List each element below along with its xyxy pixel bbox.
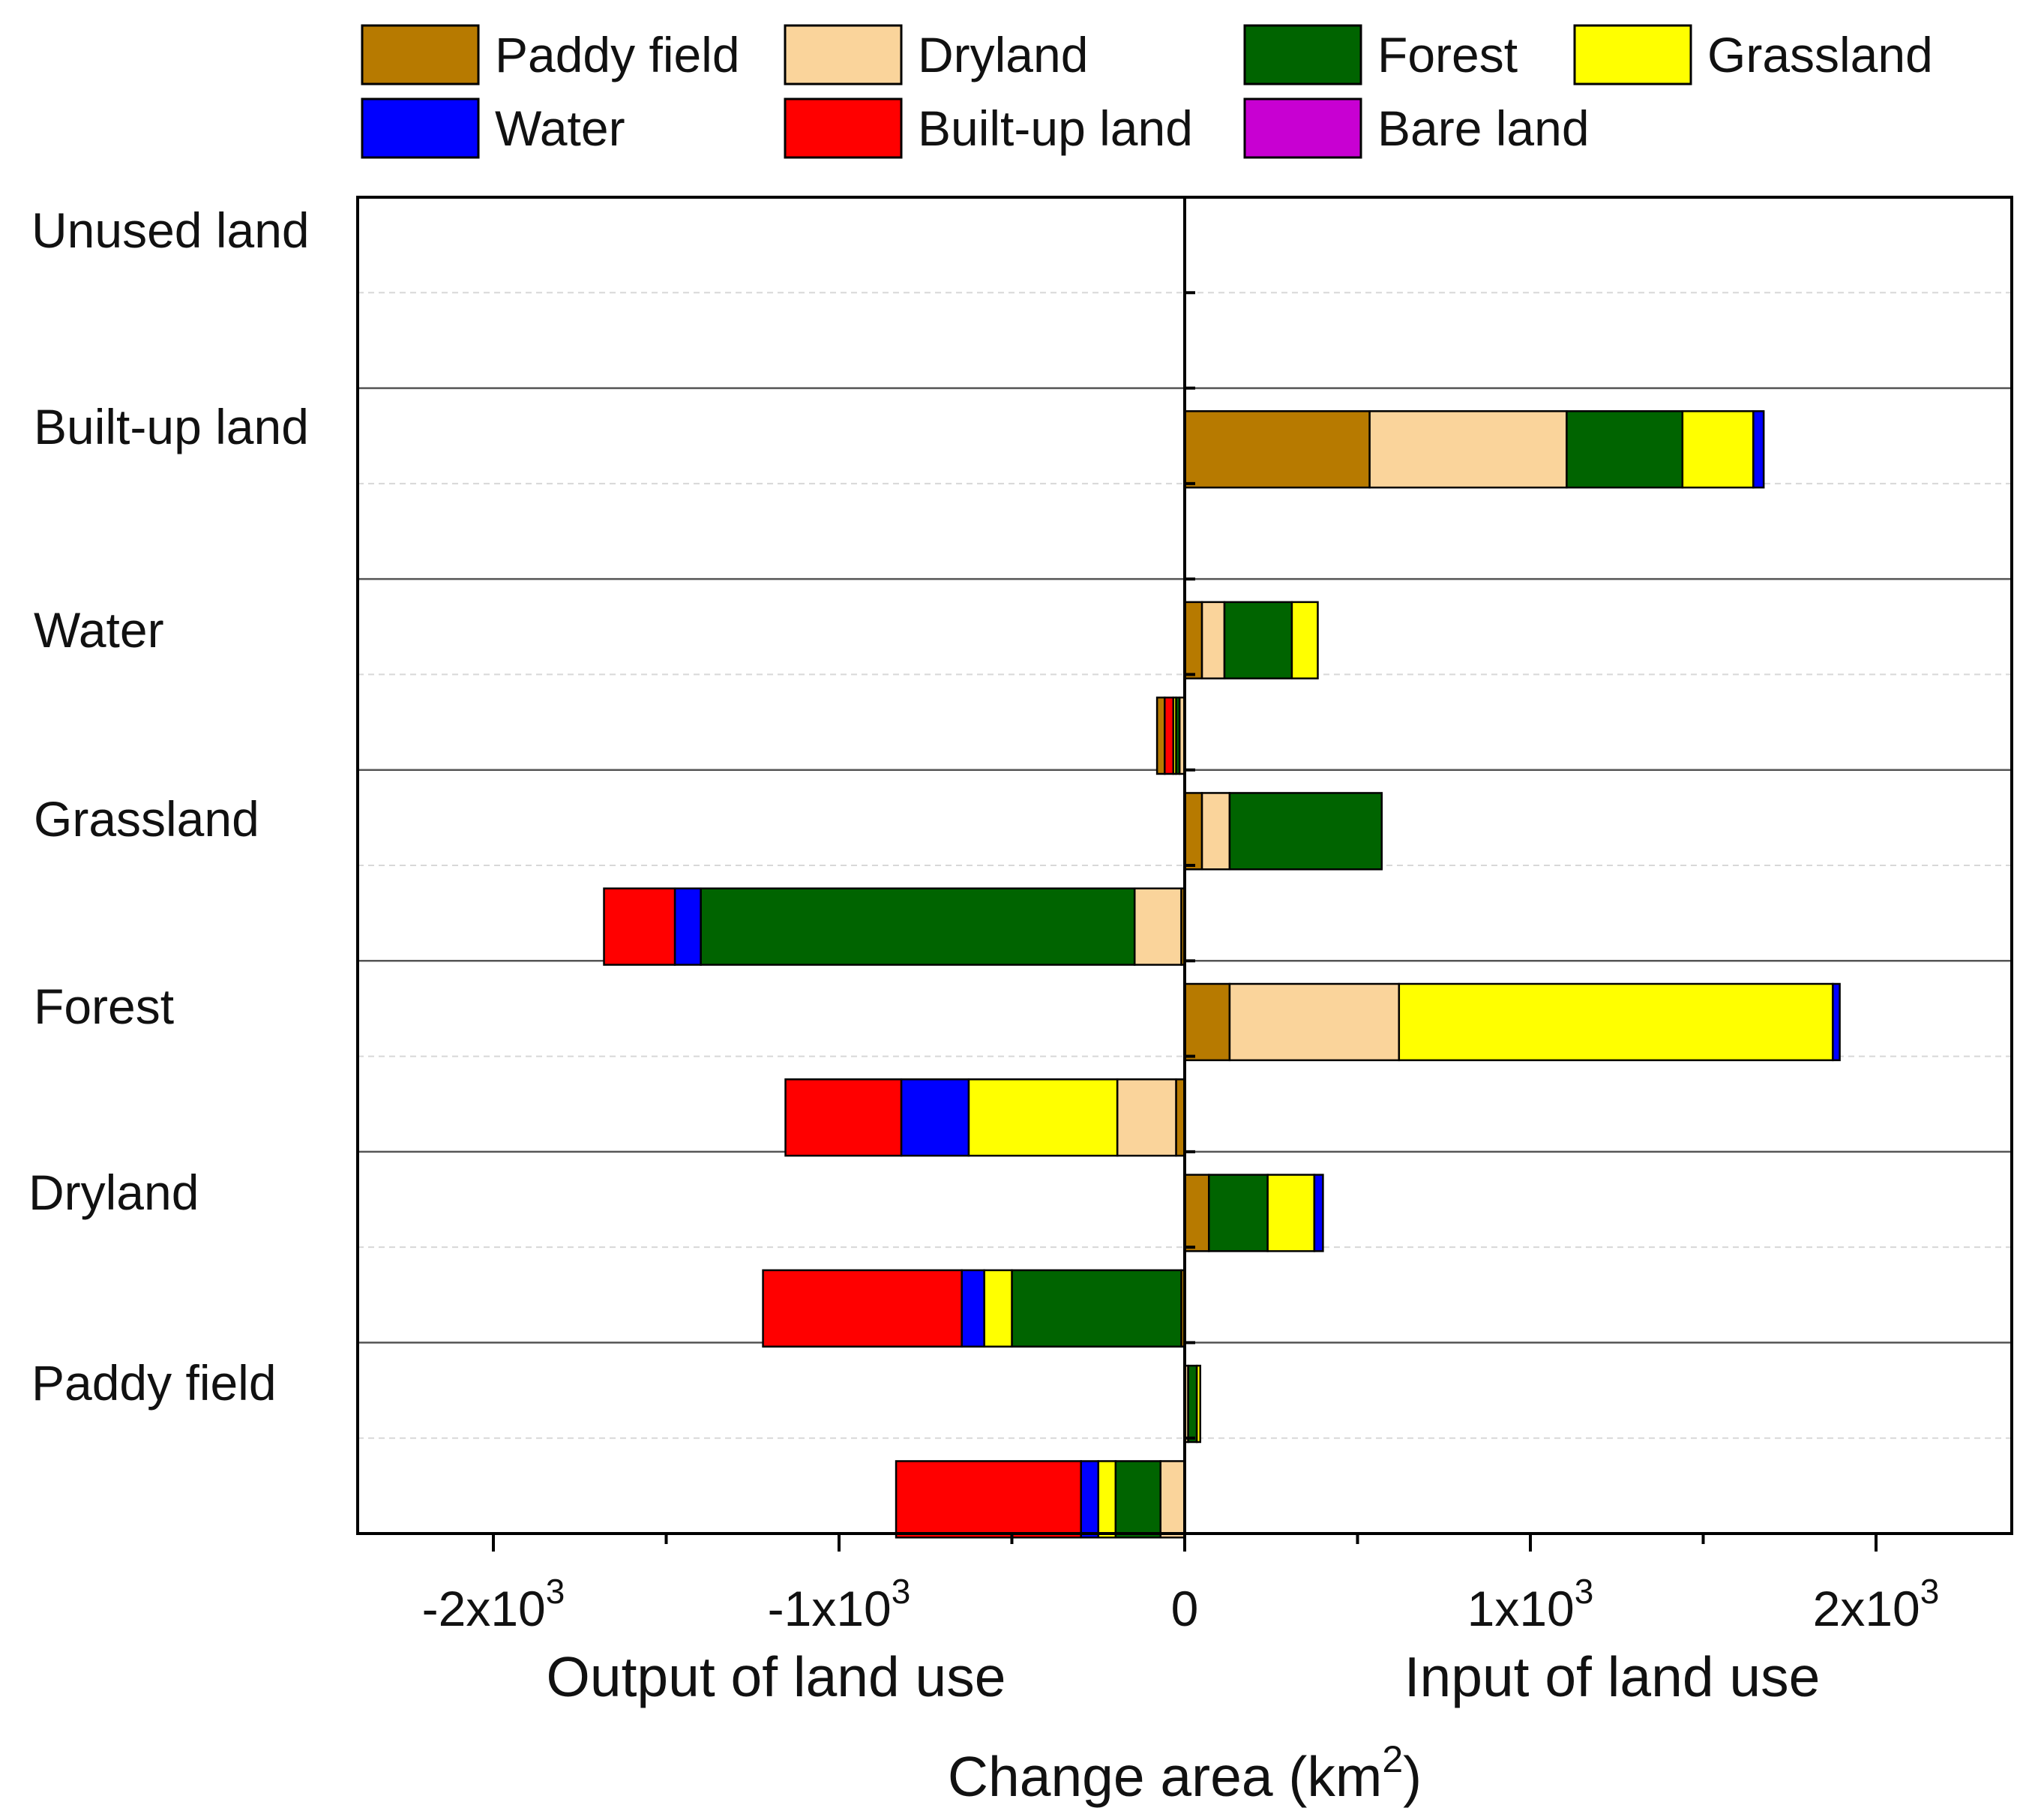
bar-segment-built-up-land-input-forest (1566, 410, 1684, 489)
bar-segment-water-output-paddy-field (1155, 696, 1166, 775)
bar-segment-forest-input-water (1832, 982, 1841, 1062)
bar-segment-water-input-paddy-field (1183, 601, 1203, 679)
bar-segment-paddy-field-output-grassland (1097, 1460, 1117, 1539)
legend-swatch-grassland (1573, 24, 1692, 85)
legend-swatch-built-up-land (784, 97, 903, 159)
x-axis: -2x103 -1x103 0 1x103 2x103 (422, 1534, 1940, 1636)
x-axis-title-close: ) (1403, 1745, 1422, 1808)
category-label-paddy-field: Paddy field (31, 1355, 277, 1411)
x-axis-title-text: Change area (km (948, 1745, 1382, 1808)
input-caption: Input of land use (1404, 1645, 1821, 1708)
x-tick-label: -1x103 (768, 1572, 911, 1636)
bar-segment-forest-output-grassland (967, 1078, 1119, 1157)
x-tick-label: 0 (1171, 1581, 1199, 1636)
bar-segment-built-up-land-input-grassland (1681, 410, 1755, 489)
category-labels: Unused land Built-up land Water Grassland Fo… (28, 202, 310, 1411)
legend-label-built-up-land: Built-up land (918, 100, 1193, 156)
category-label-unused-land: Unused land (31, 202, 310, 258)
bar-segment-forest-input-dryland (1228, 982, 1401, 1062)
bar-segment-dryland-input-water (1313, 1174, 1324, 1252)
category-label-grassland: Grassland (34, 791, 259, 847)
bar-segment-dryland-input-grassland (1266, 1174, 1316, 1252)
bar-segment-forest-output-dryland (1116, 1078, 1177, 1157)
legend: Paddy field Dryland Forest Grassland Water Bu… (361, 24, 1933, 159)
bar-segment-built-up-land-input-paddy-field (1183, 410, 1371, 489)
x-axis-title-superscript: 2 (1382, 1738, 1403, 1780)
legend-label-forest: Forest (1377, 27, 1518, 82)
bar-segment-paddy-field-input-forest (1187, 1364, 1198, 1444)
bar-segment-grassland-input-forest (1228, 792, 1383, 871)
plot-area (356, 196, 2013, 1539)
category-label-water: Water (34, 602, 164, 658)
legend-swatch-paddy-field (361, 24, 480, 85)
bar-segment-dryland-input-paddy-field (1183, 1174, 1210, 1252)
bar-segment-water-input-dryland (1200, 601, 1226, 679)
legend-label-water: Water (495, 100, 625, 156)
bar-segment-paddy-field-output-dryland (1159, 1460, 1186, 1539)
bar-segment-grassland-output-built-up-land (603, 887, 676, 966)
x-axis-title: Change area (km2) (948, 1738, 1422, 1808)
bar-segment-water-output-built-up-land (1164, 696, 1175, 775)
bar-segment-paddy-field-output-water (1080, 1460, 1099, 1539)
bar-segment-grassland-output-forest (700, 887, 1136, 966)
bar-segment-built-up-land-input-dryland (1368, 410, 1568, 489)
legend-label-paddy-field: Paddy field (495, 27, 740, 82)
legend-label-grassland: Grassland (1707, 27, 1933, 82)
bar-segment-dryland-output-built-up-land (762, 1269, 963, 1348)
bar-segment-dryland-output-water (961, 1269, 985, 1348)
bar-segment-dryland-output-grassland (983, 1269, 1013, 1348)
legend-swatch-water (361, 97, 480, 159)
bar-segment-forest-output-built-up-land (784, 1078, 903, 1157)
category-label-dryland: Dryland (28, 1165, 199, 1220)
bar-segment-water-input-grassland (1290, 601, 1319, 679)
x-tick-label: 1x103 (1467, 1572, 1594, 1636)
x-tick-label: -2x103 (422, 1572, 565, 1636)
legend-swatch-dryland (784, 24, 903, 85)
bar-segment-forest-input-paddy-field (1183, 982, 1231, 1062)
bar-segment-grassland-input-dryland (1200, 792, 1231, 871)
legend-swatch-forest (1243, 24, 1362, 85)
bar-segment-forest-input-grassland (1398, 982, 1834, 1062)
bar-segment-grassland-output-dryland (1133, 887, 1182, 966)
category-label-forest: Forest (34, 979, 174, 1034)
category-label-built-up-land: Built-up land (34, 399, 309, 454)
bar-segment-built-up-land-input-water (1752, 410, 1765, 489)
bar-segment-dryland-output-forest (1011, 1269, 1182, 1348)
output-caption: Output of land use (547, 1645, 1006, 1708)
bar-segment-forest-output-water (900, 1078, 970, 1157)
bar-segment-water-input-forest (1223, 601, 1293, 679)
bar-segment-paddy-field-output-forest (1114, 1460, 1161, 1539)
legend-label-dryland: Dryland (918, 27, 1088, 82)
bar-segment-paddy-field-input-grassland (1195, 1364, 1201, 1444)
bar-segment-dryland-input-forest (1208, 1174, 1269, 1252)
bar-segment-grassland-output-water (673, 887, 702, 966)
x-tick-label: 2x103 (1813, 1572, 1940, 1636)
bar-segment-grassland-input-paddy-field (1183, 792, 1203, 871)
bar-segment-paddy-field-output-built-up-land (895, 1460, 1082, 1539)
legend-swatch-bare-land (1243, 97, 1362, 159)
legend-label-bare-land: Bare land (1377, 100, 1590, 156)
